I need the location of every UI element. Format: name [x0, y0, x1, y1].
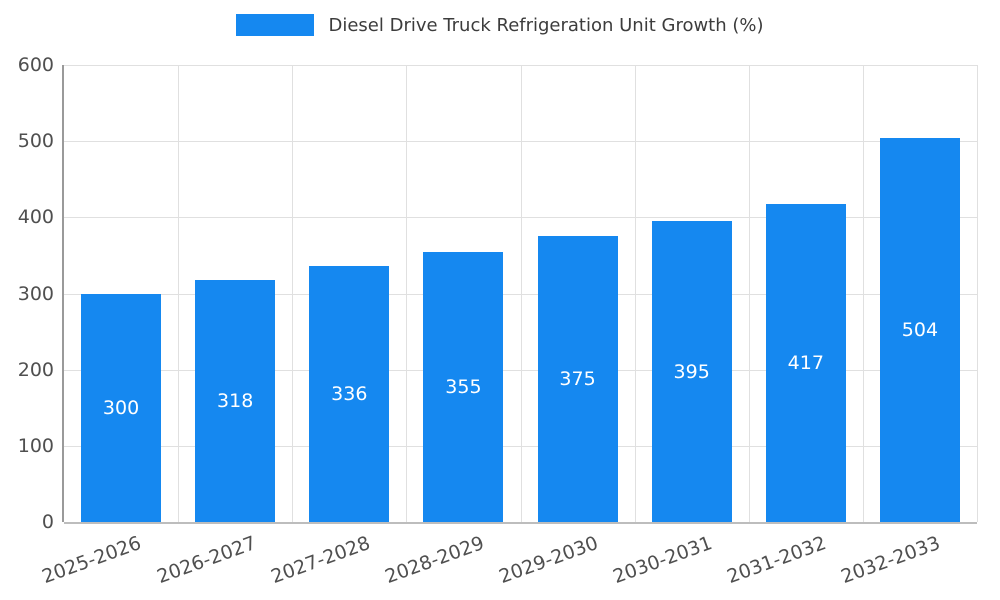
- x-tick-label: 2026-2027: [153, 532, 259, 589]
- x-tick-label: 2025-2026: [39, 532, 145, 589]
- bar: 417: [765, 204, 846, 522]
- y-tick-label: 300: [17, 282, 54, 305]
- bar-value-label: 355: [445, 375, 482, 398]
- bar-value-label: 336: [331, 383, 368, 406]
- gridline-vertical: [634, 65, 636, 522]
- x-tick-label: 2031-2032: [724, 532, 830, 589]
- y-tick-label: 200: [17, 358, 54, 381]
- y-tick-label: 0: [41, 511, 54, 533]
- gridline-vertical: [977, 65, 978, 522]
- bar: 504: [879, 138, 960, 522]
- bar: 375: [537, 236, 618, 522]
- legend-label: Diesel Drive Truck Refrigeration Unit Gr…: [328, 14, 764, 36]
- gridline-vertical: [862, 65, 864, 522]
- bar-value-label: 417: [787, 352, 824, 375]
- bar-value-label: 318: [217, 389, 254, 412]
- x-tick-label: 2027-2028: [267, 532, 373, 589]
- gridline-horizontal: [64, 522, 977, 524]
- gridline-vertical: [292, 65, 294, 522]
- y-tick-label: 400: [17, 206, 54, 229]
- y-tick-label: 500: [17, 130, 54, 153]
- legend-swatch: [236, 14, 315, 36]
- chart-legend: Diesel Drive Truck Refrigeration Unit Gr…: [0, 14, 1000, 36]
- y-tick-label: 600: [17, 54, 54, 76]
- bar: 318: [195, 279, 276, 522]
- bar: 300: [81, 293, 162, 522]
- x-tick-label: 2032-2033: [838, 532, 944, 589]
- gridline-vertical: [520, 65, 522, 522]
- bar: 336: [309, 266, 390, 522]
- bar: 395: [651, 221, 732, 522]
- bar: 355: [423, 251, 504, 522]
- bar-value-label: 375: [559, 368, 596, 391]
- gridline-vertical: [748, 65, 750, 522]
- y-tick-label: 100: [17, 434, 54, 457]
- x-tick-label: 2029-2030: [496, 532, 602, 589]
- x-tick-label: 2028-2029: [382, 532, 487, 589]
- x-tick-label: 2030-2031: [610, 532, 716, 589]
- bar-value-label: 395: [673, 360, 710, 383]
- gridline-vertical: [178, 65, 180, 522]
- plot-area: 300 318 336 355 375 395 417 504: [62, 65, 978, 524]
- bar-value-label: 300: [102, 396, 140, 419]
- bar-value-label: 504: [901, 319, 939, 342]
- gridline-vertical: [406, 65, 408, 522]
